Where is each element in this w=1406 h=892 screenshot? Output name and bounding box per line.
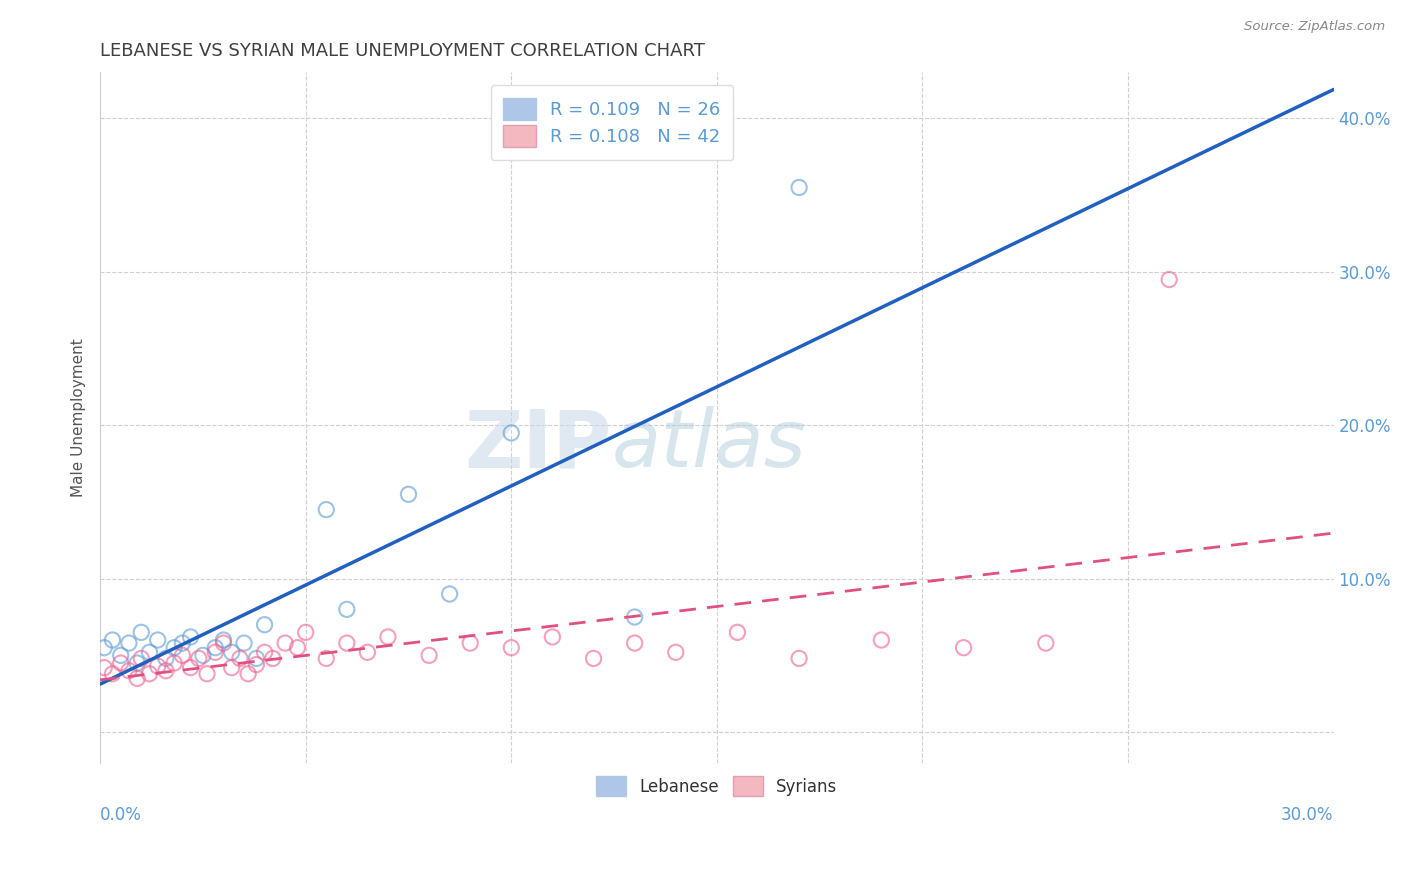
Point <box>665 645 688 659</box>
Point <box>212 636 235 650</box>
Point <box>180 630 202 644</box>
Point <box>172 648 194 663</box>
Point <box>155 664 177 678</box>
Point <box>541 630 564 644</box>
Point <box>195 666 218 681</box>
Point <box>501 640 523 655</box>
Point <box>439 587 461 601</box>
Point <box>336 602 359 616</box>
Point <box>204 640 226 655</box>
Point <box>204 645 226 659</box>
Point <box>262 651 284 665</box>
Point <box>233 636 256 650</box>
Point <box>127 656 149 670</box>
Point <box>155 651 177 665</box>
Point <box>336 636 359 650</box>
Point <box>787 180 810 194</box>
Point <box>870 633 893 648</box>
Point <box>110 656 132 670</box>
Point <box>118 664 141 678</box>
Point <box>146 633 169 648</box>
Point <box>229 651 252 665</box>
Text: LEBANESE VS SYRIAN MALE UNEMPLOYMENT CORRELATION CHART: LEBANESE VS SYRIAN MALE UNEMPLOYMENT COR… <box>100 42 704 60</box>
Point <box>1159 272 1181 286</box>
Point <box>418 648 440 663</box>
Point <box>118 636 141 650</box>
Point <box>356 645 378 659</box>
Point <box>725 625 748 640</box>
Point <box>163 640 186 655</box>
Text: ZIP: ZIP <box>465 406 612 484</box>
Point <box>221 645 243 659</box>
Point <box>129 625 152 640</box>
Point <box>236 666 259 681</box>
Point <box>623 636 645 650</box>
Point <box>582 651 605 665</box>
Point <box>287 640 309 655</box>
Point <box>146 659 169 673</box>
Point <box>458 636 481 650</box>
Point <box>180 660 202 674</box>
Point <box>245 651 267 665</box>
Point <box>787 651 810 665</box>
Point <box>138 645 160 659</box>
Text: 0.0%: 0.0% <box>100 805 142 823</box>
Point <box>138 666 160 681</box>
Point <box>501 425 523 440</box>
Point <box>221 660 243 674</box>
Point <box>377 630 399 644</box>
Legend: Lebanese, Syrians: Lebanese, Syrians <box>586 766 848 806</box>
Point <box>952 640 974 655</box>
Point <box>191 648 214 663</box>
Point <box>101 633 124 648</box>
Point <box>1035 636 1057 650</box>
Point <box>93 640 115 655</box>
Point <box>212 633 235 648</box>
Text: 30.0%: 30.0% <box>1281 805 1334 823</box>
Text: Source: ZipAtlas.com: Source: ZipAtlas.com <box>1244 20 1385 33</box>
Point <box>245 657 267 672</box>
Point <box>623 610 645 624</box>
Point <box>127 672 149 686</box>
Point <box>315 651 337 665</box>
Point <box>172 636 194 650</box>
Point <box>294 625 316 640</box>
Point <box>101 666 124 681</box>
Text: atlas: atlas <box>612 406 807 484</box>
Point <box>253 617 276 632</box>
Point <box>315 502 337 516</box>
Y-axis label: Male Unemployment: Male Unemployment <box>72 338 86 497</box>
Point <box>253 645 276 659</box>
Point <box>110 648 132 663</box>
Point <box>93 660 115 674</box>
Point <box>129 651 152 665</box>
Point <box>274 636 297 650</box>
Point <box>187 651 209 665</box>
Point <box>398 487 420 501</box>
Point <box>163 656 186 670</box>
